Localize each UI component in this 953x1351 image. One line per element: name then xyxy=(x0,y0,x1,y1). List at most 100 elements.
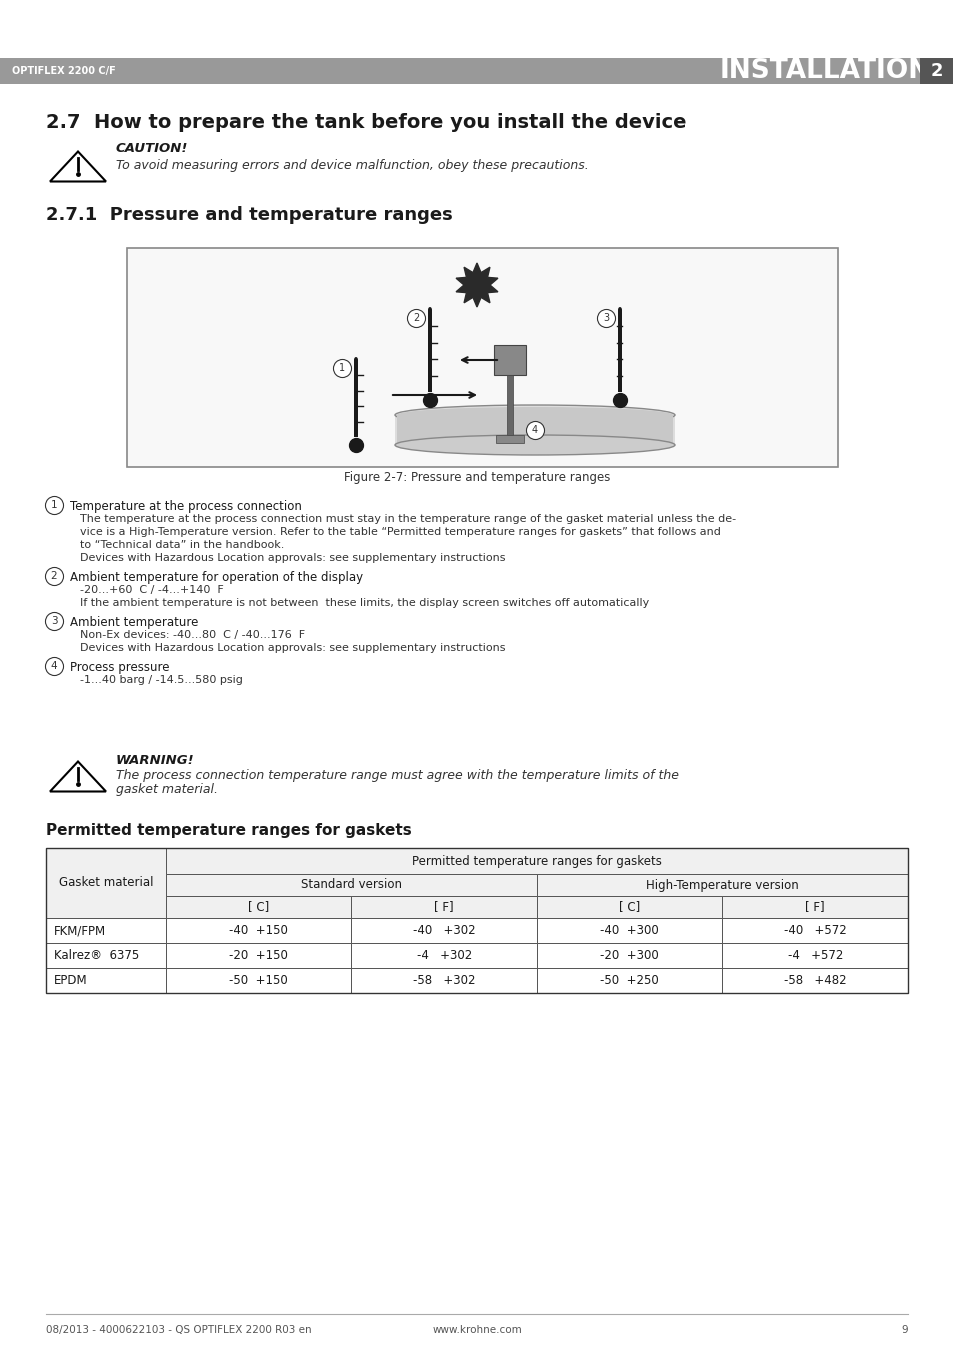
Bar xyxy=(537,917,721,943)
Text: [ C]: [ C] xyxy=(248,901,269,913)
Text: CAUTION!: CAUTION! xyxy=(116,142,188,154)
Text: 2: 2 xyxy=(413,313,418,323)
Text: Permitted temperature ranges for gaskets: Permitted temperature ranges for gaskets xyxy=(46,823,412,838)
Bar xyxy=(0,58,953,84)
Text: [ F]: [ F] xyxy=(434,901,454,913)
Text: 1: 1 xyxy=(338,363,345,373)
Text: High-Temperature version: High-Temperature version xyxy=(645,878,798,892)
Text: 2.7.1  Pressure and temperature ranges: 2.7.1 Pressure and temperature ranges xyxy=(46,205,453,224)
Bar xyxy=(354,359,357,436)
Ellipse shape xyxy=(395,405,675,426)
Text: 1: 1 xyxy=(51,500,57,509)
Text: 4: 4 xyxy=(532,426,537,435)
Bar xyxy=(618,309,621,392)
Text: -40   +572: -40 +572 xyxy=(783,924,845,938)
Text: The temperature at the process connection must stay in the temperature range of : The temperature at the process connectio… xyxy=(80,513,736,524)
Bar xyxy=(721,943,907,969)
Text: 4: 4 xyxy=(51,661,57,671)
Bar xyxy=(721,917,907,943)
Text: -50  +250: -50 +250 xyxy=(599,974,659,988)
Bar xyxy=(166,896,351,917)
Text: If the ambient temperature is not between  these limits, the display screen swit: If the ambient temperature is not betwee… xyxy=(80,598,649,608)
Bar xyxy=(351,943,537,969)
Text: WARNING!: WARNING! xyxy=(116,754,194,766)
Text: -4   +572: -4 +572 xyxy=(787,948,842,962)
Bar xyxy=(166,874,537,896)
Bar xyxy=(166,917,351,943)
Ellipse shape xyxy=(396,407,672,423)
Bar xyxy=(494,345,525,376)
Bar xyxy=(537,896,721,917)
Text: Gasket material: Gasket material xyxy=(59,877,153,889)
Text: -40  +300: -40 +300 xyxy=(599,924,659,938)
Text: -20...+60  C / -4...+140  F: -20...+60 C / -4...+140 F xyxy=(80,585,224,594)
Ellipse shape xyxy=(428,307,432,313)
Text: Ambient temperature for operation of the display: Ambient temperature for operation of the… xyxy=(70,571,363,584)
Bar xyxy=(428,309,432,392)
Text: Devices with Hazardous Location approvals: see supplementary instructions: Devices with Hazardous Location approval… xyxy=(80,643,505,653)
Text: www.krohne.com: www.krohne.com xyxy=(432,1325,521,1335)
Bar xyxy=(496,435,523,443)
Bar xyxy=(46,943,166,969)
Bar xyxy=(537,874,907,896)
Text: Standard version: Standard version xyxy=(301,878,401,892)
Bar xyxy=(46,969,166,993)
Text: Ambient temperature: Ambient temperature xyxy=(70,616,198,630)
Text: -58   +482: -58 +482 xyxy=(783,974,845,988)
Text: -1...40 barg / -14.5...580 psig: -1...40 barg / -14.5...580 psig xyxy=(80,676,243,685)
Text: -20  +150: -20 +150 xyxy=(229,948,288,962)
Bar xyxy=(721,896,907,917)
Ellipse shape xyxy=(395,435,675,455)
Text: The process connection temperature range must agree with the temperature limits : The process connection temperature range… xyxy=(116,769,679,781)
Text: EPDM: EPDM xyxy=(54,974,88,988)
Bar xyxy=(721,969,907,993)
Text: [ C]: [ C] xyxy=(618,901,639,913)
Bar xyxy=(46,917,166,943)
Bar xyxy=(396,415,672,443)
Text: Permitted temperature ranges for gaskets: Permitted temperature ranges for gaskets xyxy=(412,854,661,867)
Bar xyxy=(46,848,907,993)
Text: -50  +150: -50 +150 xyxy=(229,974,288,988)
Text: 2: 2 xyxy=(930,62,943,80)
Text: -40  +150: -40 +150 xyxy=(229,924,288,938)
Text: 3: 3 xyxy=(51,616,57,626)
Bar xyxy=(166,969,351,993)
Polygon shape xyxy=(456,263,497,307)
Bar xyxy=(351,917,537,943)
Text: Kalrez®  6375: Kalrez® 6375 xyxy=(54,948,139,962)
Text: gasket material.: gasket material. xyxy=(116,782,218,796)
Bar xyxy=(506,376,513,435)
Text: INSTALLATION: INSTALLATION xyxy=(720,58,930,84)
Bar xyxy=(919,58,953,84)
Text: -58   +302: -58 +302 xyxy=(413,974,475,988)
Text: -4   +302: -4 +302 xyxy=(416,948,472,962)
Text: Temperature at the process connection: Temperature at the process connection xyxy=(70,500,301,513)
Text: 08/2013 - 4000622103 - QS OPTIFLEX 2200 R03 en: 08/2013 - 4000622103 - QS OPTIFLEX 2200 … xyxy=(46,1325,312,1335)
Bar xyxy=(166,848,907,874)
Bar xyxy=(351,896,537,917)
Text: Figure 2-7: Pressure and temperature ranges: Figure 2-7: Pressure and temperature ran… xyxy=(343,471,610,485)
Text: [ F]: [ F] xyxy=(804,901,824,913)
Bar xyxy=(537,969,721,993)
Text: To avoid measuring errors and device malfunction, obey these precautions.: To avoid measuring errors and device mal… xyxy=(116,158,588,172)
Text: Process pressure: Process pressure xyxy=(70,661,170,674)
Text: 2: 2 xyxy=(51,571,57,581)
Text: 2.7  How to prepare the tank before you install the device: 2.7 How to prepare the tank before you i… xyxy=(46,112,686,131)
Text: -20  +300: -20 +300 xyxy=(599,948,659,962)
Text: OPTIFLEX 2200 C/F: OPTIFLEX 2200 C/F xyxy=(12,66,115,76)
Text: FKM/FPM: FKM/FPM xyxy=(54,924,106,938)
Bar xyxy=(46,848,166,917)
Bar xyxy=(351,969,537,993)
Bar xyxy=(166,943,351,969)
Bar xyxy=(127,249,837,467)
Text: 3: 3 xyxy=(602,313,608,323)
Bar xyxy=(395,415,675,444)
Ellipse shape xyxy=(354,357,357,363)
Text: vice is a High-Temperature version. Refer to the table “Permitted temperature ra: vice is a High-Temperature version. Refe… xyxy=(80,527,720,536)
Ellipse shape xyxy=(618,307,621,313)
Text: Non-Ex devices: -40...80  C / -40...176  F: Non-Ex devices: -40...80 C / -40...176 F xyxy=(80,630,305,640)
Text: Devices with Hazardous Location approvals: see supplementary instructions: Devices with Hazardous Location approval… xyxy=(80,553,505,563)
Text: 9: 9 xyxy=(901,1325,907,1335)
Text: to “Technical data” in the handbook.: to “Technical data” in the handbook. xyxy=(80,540,284,550)
Bar xyxy=(537,943,721,969)
